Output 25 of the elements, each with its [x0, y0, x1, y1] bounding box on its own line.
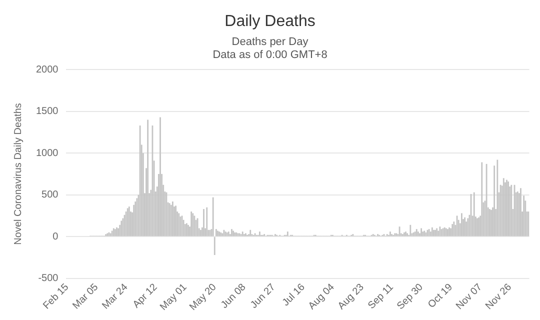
y-tick-label: -500	[38, 273, 59, 284]
x-tick-label: Jul 16	[280, 282, 308, 309]
x-tick-label: Jun 08	[219, 282, 249, 311]
x-tick-label: May 01	[158, 282, 190, 313]
x-tick-label: Nov 07	[454, 282, 485, 312]
x-tick-label: Aug 23	[336, 282, 367, 312]
y-tick-label: 1500	[36, 106, 59, 118]
x-tick-label: Aug 04	[306, 282, 338, 312]
y-tick-label: 1000	[36, 148, 59, 159]
y-axis-title: Novel Coronavirus Daily Deaths	[12, 103, 24, 245]
x-tick-label: Feb 15	[41, 282, 72, 312]
x-tick-label: Mar 24	[100, 282, 130, 312]
chart-title: Daily Deaths	[224, 13, 316, 30]
x-tick-label: Jun 27	[248, 282, 278, 311]
x-tick-label: Sep 11	[366, 282, 396, 312]
y-tick-label: 0	[52, 231, 59, 242]
x-tick-label: Oct 19	[426, 282, 456, 310]
x-tick-label: Nov 26	[484, 282, 514, 312]
y-tick-label: 2000	[36, 64, 59, 76]
y-tick-label: 500	[42, 190, 59, 201]
x-tick-label: Apr 12	[131, 282, 160, 310]
chart-subtitle: Deaths per Day Data as of 0:00 GMT+8	[212, 36, 328, 62]
x-tick-label: May 20	[188, 282, 220, 313]
x-tick-label: Mar 05	[70, 282, 101, 312]
x-tick-label: Sep 30	[395, 282, 426, 312]
